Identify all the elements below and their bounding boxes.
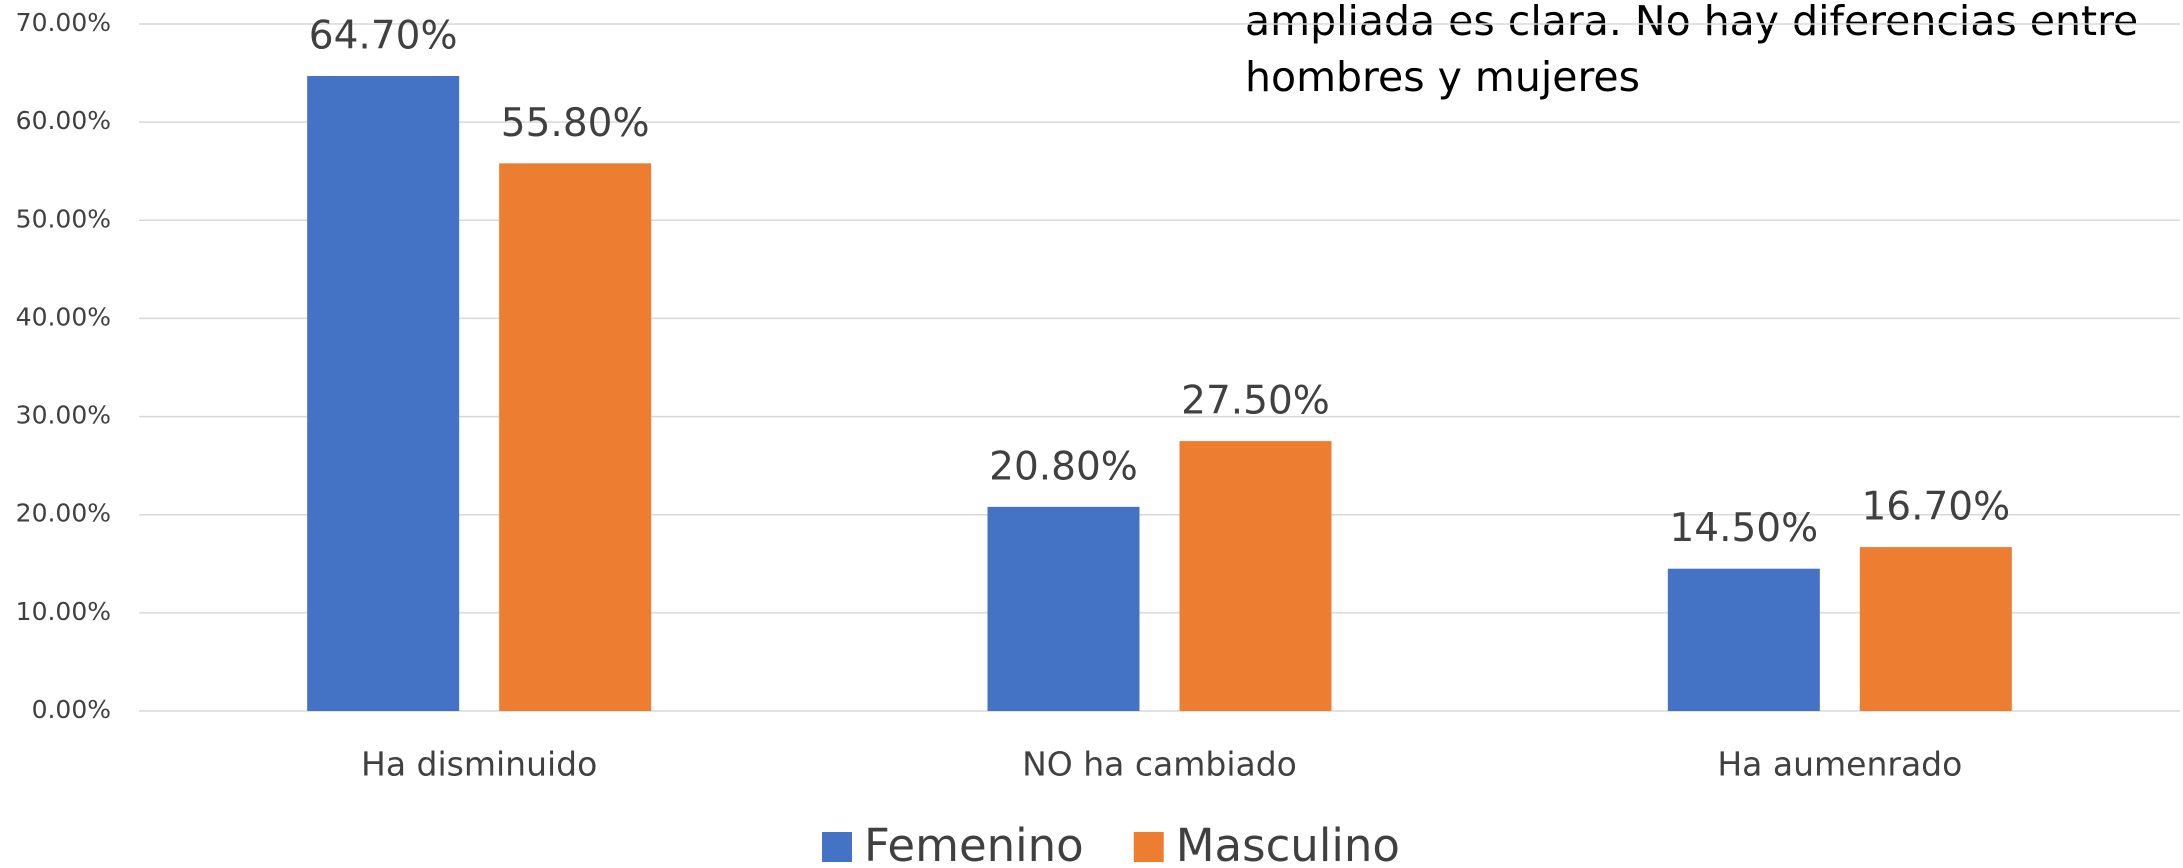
y-tick-label: 60.00% (16, 106, 111, 135)
data-label: 55.80% (501, 101, 650, 146)
x-tick-label: Ha disminuido (361, 745, 597, 784)
legend-swatch (1133, 832, 1164, 862)
annotation-line: hombres y mujeres (1245, 53, 1640, 101)
annotation-line: ampliada es clara. No hay diferencias en… (1245, 0, 2138, 45)
data-label: 27.50% (1181, 379, 1330, 424)
bar (1667, 568, 1820, 711)
bar (307, 76, 460, 711)
data-label: 64.70% (309, 14, 458, 59)
data-label: 14.50% (1669, 506, 1818, 551)
bar (1179, 441, 1332, 711)
data-label: 16.70% (1861, 485, 2010, 530)
bar (987, 506, 1140, 711)
data-label: 20.80% (989, 444, 1138, 489)
legend-label: Femenino (864, 819, 1084, 868)
x-tick-label: Ha aumenrado (1717, 745, 1962, 784)
x-tick-label: NO ha cambiado (1022, 745, 1297, 784)
bar (499, 163, 652, 711)
y-tick-label: 50.00% (16, 204, 111, 233)
y-tick-label: 0.00% (32, 695, 111, 724)
y-tick-label: 40.00% (16, 302, 111, 331)
y-tick-label: 20.00% (16, 499, 111, 528)
y-tick-label: 30.00% (16, 401, 111, 430)
y-tick-label: 10.00% (16, 597, 111, 626)
legend-swatch (822, 832, 852, 862)
bar (1859, 547, 2012, 711)
legend-label: Masculino (1176, 819, 1400, 868)
y-tick-label: 70.00% (16, 8, 111, 37)
